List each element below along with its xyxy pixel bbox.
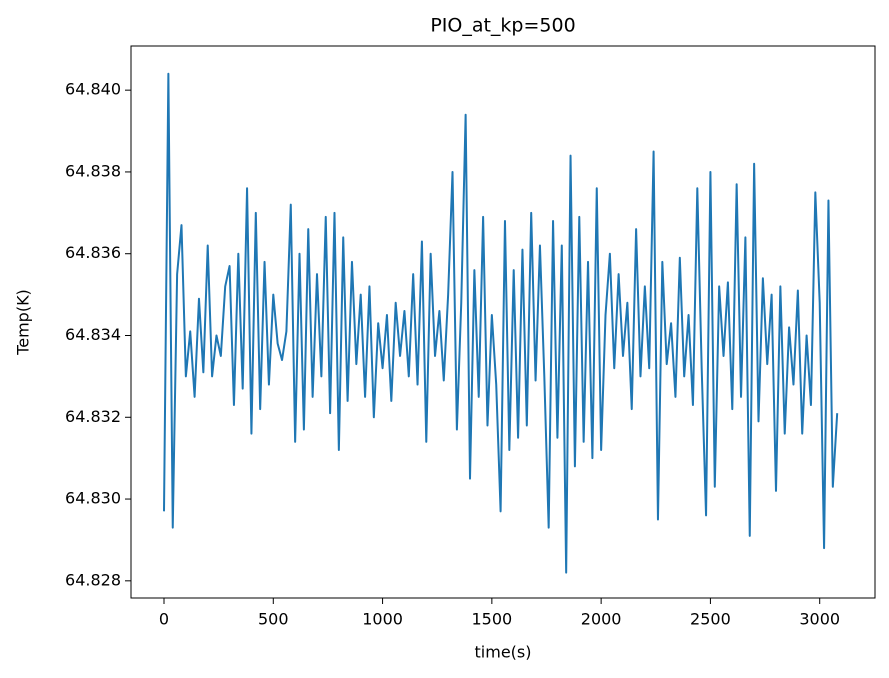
y-tick-label: 64.834 [65,325,121,344]
x-tick-label: 3000 [799,610,840,629]
y-tick-label: 64.832 [65,407,121,426]
y-tick-label: 64.830 [65,489,121,508]
y-tick-label: 64.828 [65,570,121,589]
x-tick-label: 1000 [362,610,403,629]
y-axis-label: Temp(K) [14,289,33,356]
x-tick-label: 2000 [581,610,622,629]
x-axis-label: time(s) [475,643,532,662]
y-tick-label: 64.838 [65,161,121,180]
x-tick-label: 1500 [471,610,512,629]
x-tick-label: 0 [159,610,169,629]
chart-title: PIO_at_kp=500 [430,15,575,37]
x-tick-label: 500 [258,610,289,629]
y-tick-label: 64.836 [65,243,121,262]
y-tick-label: 64.840 [65,80,121,99]
x-tick-label: 2500 [690,610,731,629]
data-line [163,72,839,574]
plot-frame [130,45,876,599]
